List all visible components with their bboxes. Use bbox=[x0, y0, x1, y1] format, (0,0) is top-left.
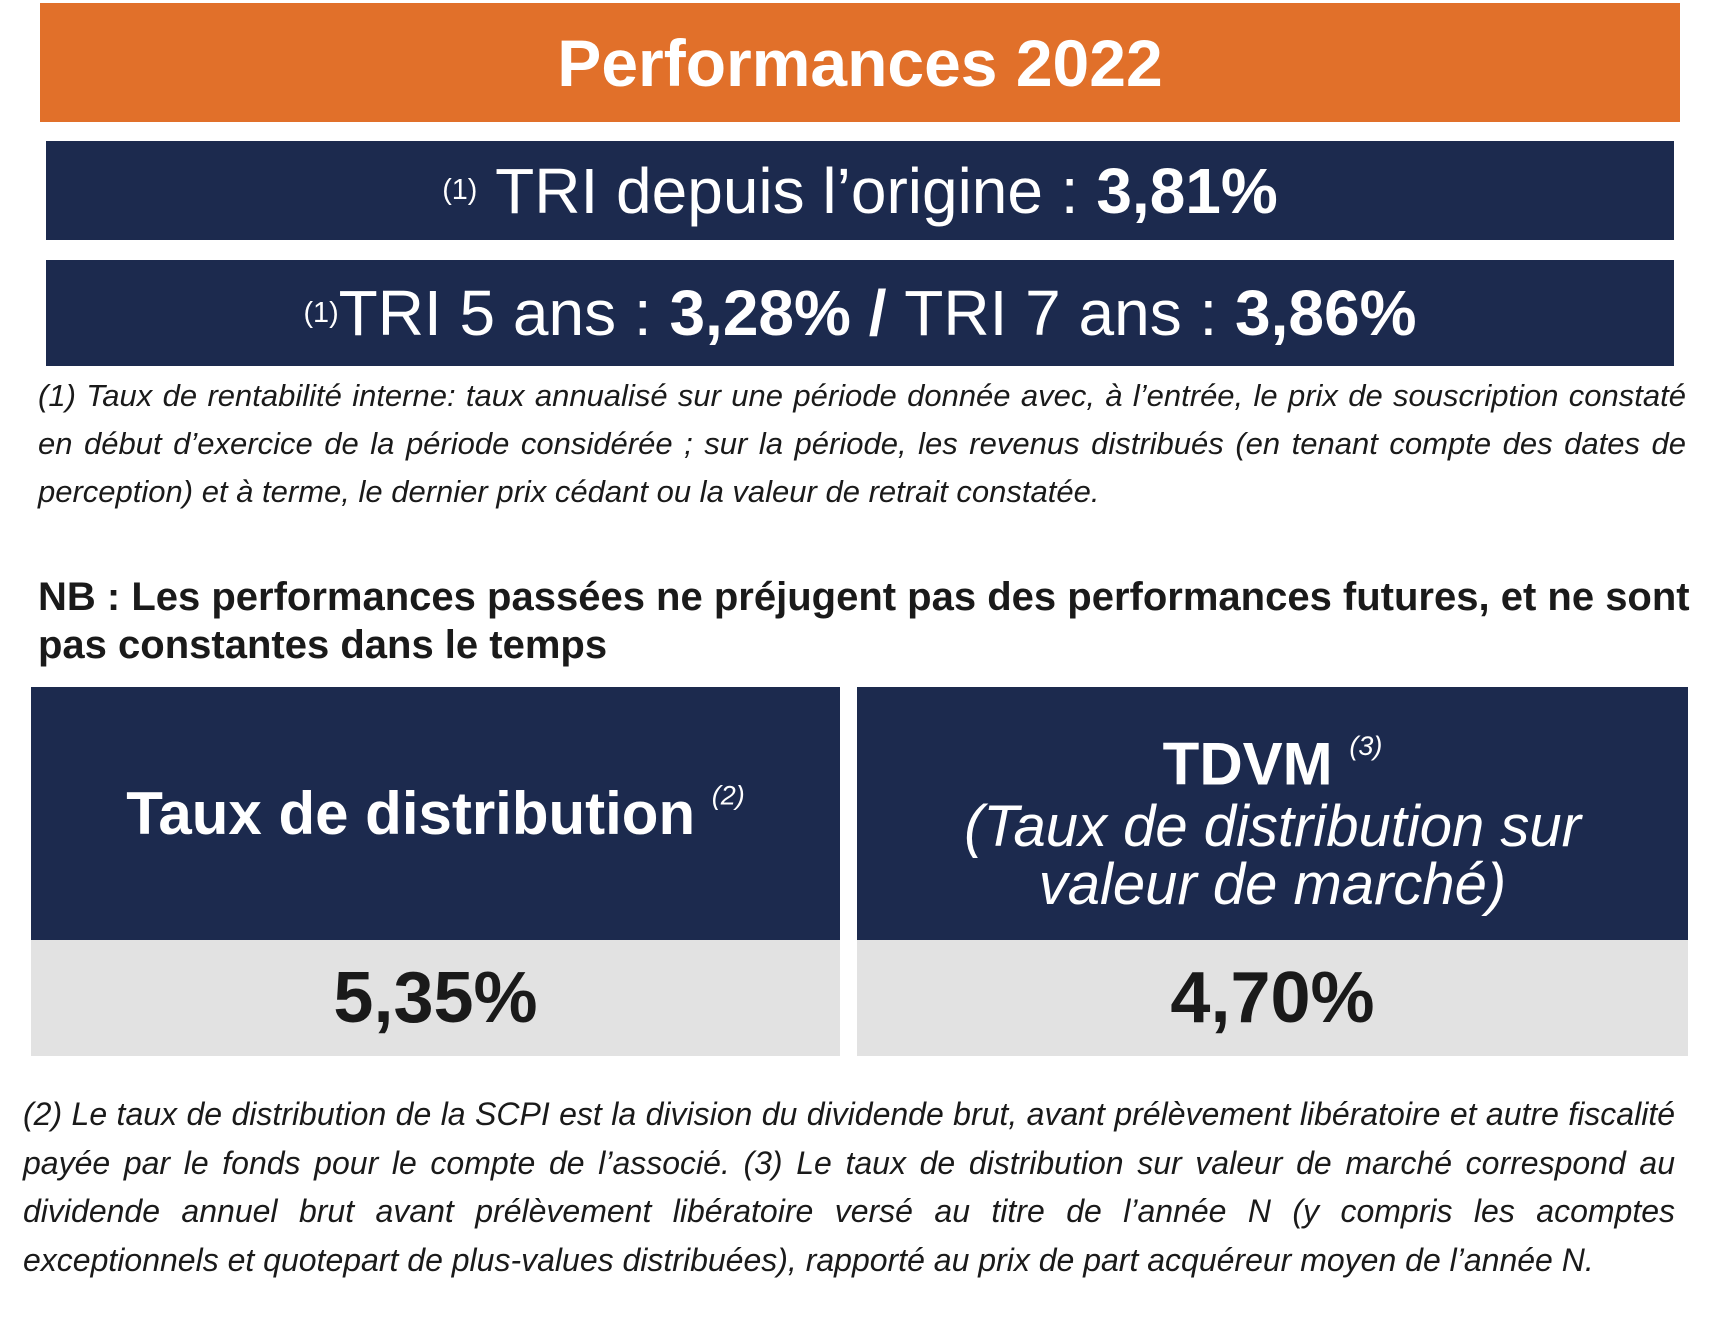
note-ref: (1) bbox=[303, 296, 339, 329]
card-title: Taux de distribution bbox=[126, 780, 696, 847]
label: TRI 7 ans : bbox=[904, 277, 1218, 349]
footnote: (1) Taux de rentabilité interne: taux an… bbox=[38, 378, 1686, 509]
card-header: TDVM (3) (Taux de distribution sur valeu… bbox=[857, 687, 1688, 940]
card-title: TDVM bbox=[1162, 730, 1333, 798]
separator: / bbox=[868, 277, 887, 349]
note-ref: (1) bbox=[442, 174, 478, 206]
title: Performances 2022 bbox=[40, 3, 1680, 122]
label: TRI depuis l’origine : bbox=[495, 154, 1079, 227]
note-ref: (2) bbox=[711, 780, 745, 811]
card-header: Taux de distribution (2) bbox=[31, 687, 840, 940]
footnote: (2) Le taux de distribution de la SCPI e… bbox=[23, 1096, 1675, 1278]
card-value: 4,70% bbox=[857, 940, 1688, 1056]
tri-origin-banner: (1) TRI depuis l’origine : 3,81% bbox=[46, 141, 1674, 240]
card-title-row: Taux de distribution (2) bbox=[126, 779, 745, 848]
card-title-row: TDVM (3) bbox=[1163, 713, 1383, 798]
tri-periods-banner: (1) TRI 5 ans : 3,28% / TRI 7 ans : 3,86% bbox=[46, 260, 1674, 366]
label: TRI 5 ans : bbox=[338, 277, 652, 349]
nb-note: NB : Les performances passées ne préjuge… bbox=[38, 575, 1690, 667]
value: 3,86% bbox=[1235, 277, 1417, 349]
note-ref: (3) bbox=[1349, 731, 1383, 762]
card-subtitle: (Taux de distribution sur valeur de marc… bbox=[964, 793, 1581, 917]
value: 3,28% bbox=[669, 277, 851, 349]
card-value: 5,35% bbox=[31, 940, 840, 1056]
value: 3,81% bbox=[1096, 154, 1278, 227]
